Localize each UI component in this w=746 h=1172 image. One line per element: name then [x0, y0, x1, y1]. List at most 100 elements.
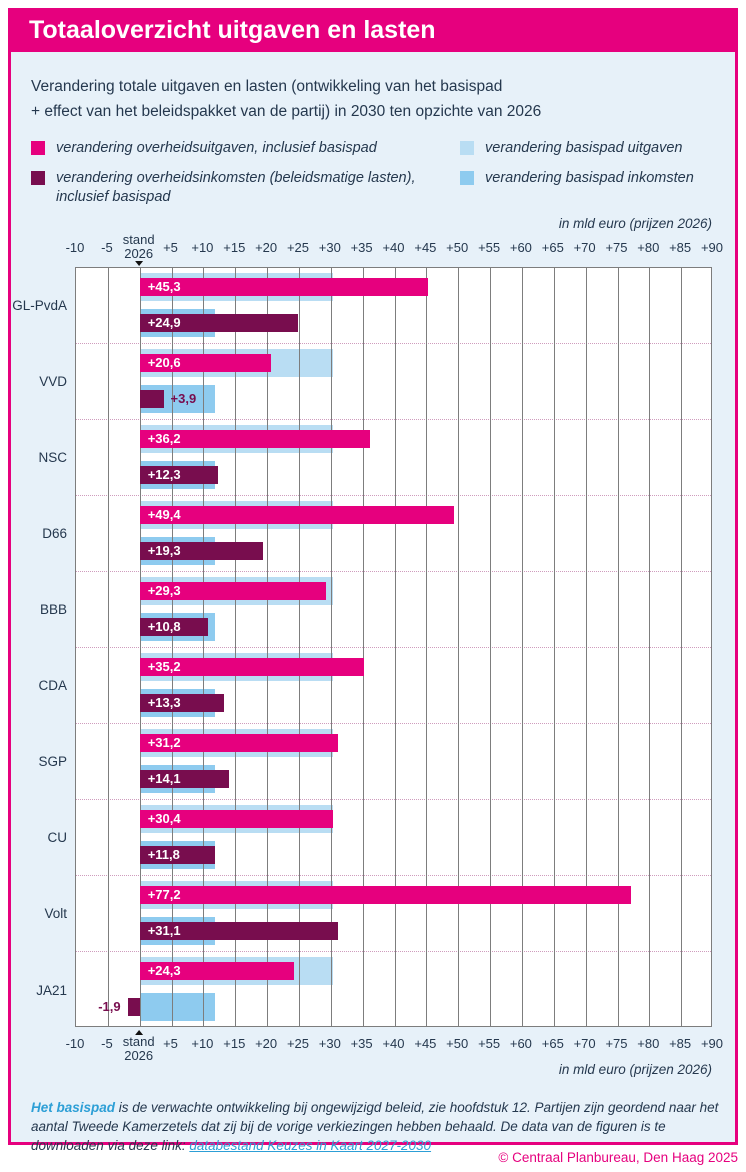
axis-tick-85: +85 — [669, 1036, 692, 1051]
axis-tick-15: +15 — [223, 1036, 246, 1051]
legend-item-0: verandering overheidsuitgaven, inclusief… — [31, 139, 377, 158]
axis-tick-20: +20 — [255, 1036, 278, 1051]
axis-tick-55: +55 — [478, 1036, 501, 1051]
gridline — [107, 268, 109, 1026]
party-label-SGP: SGP — [38, 754, 67, 769]
axis-tick-75: +75 — [605, 240, 628, 255]
unit-label-top: in mld euro (prijzen 2026) — [558, 216, 712, 231]
legend-swatch-icon — [31, 171, 45, 185]
value-label-uitgaven-Volt: +77,2 — [147, 887, 181, 902]
x-axis-bottom: -10 -5 stand 2026 +5 +10 +15 +20 +25 +30 +35 +40 +45… — [66, 1028, 723, 1078]
value-label-inkomsten-CU: +11,8 — [147, 847, 180, 862]
legend-item-1: verandering overheidsinkomsten (beleidsm… — [31, 169, 416, 207]
axis-tick-10: +10 — [191, 240, 214, 255]
axis-tick-55: +55 — [478, 240, 501, 255]
gridline — [426, 268, 428, 1026]
axis-tick-90: +90 — [700, 240, 724, 255]
gridline — [362, 268, 364, 1026]
legend-label: verandering overheidsuitgaven, inclusief… — [56, 140, 377, 156]
gridline — [394, 268, 396, 1026]
axis-tick-45: +45 — [414, 1036, 437, 1051]
bar-inkomsten-CDA — [139, 694, 225, 712]
value-label-inkomsten-SGP: +14,1 — [147, 771, 181, 786]
legend-swatch-icon — [460, 171, 474, 185]
bar-uitgaven-GL-PvdA — [139, 278, 429, 296]
legend-label: verandering overheidsinkomsten (beleidsm… — [56, 170, 416, 205]
gridline — [585, 268, 587, 1026]
axis-tick--5: -5 — [101, 1036, 113, 1051]
party-group-Volt: Volt +77,2 +31,1 — [44, 876, 711, 952]
party-group-CU: CU +30,4 +11,8 — [48, 800, 711, 876]
value-label-inkomsten-D66: +19,3 — [147, 543, 181, 558]
bar-uitgaven-SGP — [139, 734, 339, 752]
chart-subtitle: Verandering totale uitgaven en lasten (o… — [31, 74, 541, 124]
gridline — [490, 268, 492, 1026]
value-label-inkomsten-Volt: +31,1 — [147, 923, 181, 938]
bar-uitgaven-JA21 — [139, 962, 295, 980]
axis-tick-70: +70 — [573, 1036, 596, 1051]
gridline — [299, 268, 300, 1026]
page-title: Totaaloverzicht uitgaven en lasten — [8, 8, 738, 52]
bar-uitgaven-NSC — [139, 430, 371, 448]
bar-inkomsten-BBB — [139, 618, 209, 636]
value-label-uitgaven-BBB: +29,3 — [147, 583, 181, 598]
gridline — [681, 268, 683, 1026]
value-label-uitgaven-CU: +30,4 — [147, 811, 181, 826]
party-label-CU: CU — [47, 830, 68, 845]
value-label-uitgaven-GL-PvdA: +45,3 — [147, 279, 181, 294]
bar-inkomsten-JA21 — [127, 998, 140, 1016]
party-group-CDA: CDA +35,2 +13,3 — [38, 648, 711, 724]
legend-swatch-icon — [460, 141, 474, 155]
party-group-GL-PvdA: GL-PvdA +45,3 +24,9 — [12, 268, 711, 344]
legend-item-2: verandering basispad uitgaven — [460, 139, 683, 158]
gridline — [171, 268, 173, 1026]
party-group-D66: D66 +49,4 +19,3 — [42, 496, 711, 572]
gridline — [521, 268, 523, 1026]
party-label-VVD: VVD — [39, 374, 67, 389]
axis-marker-up-icon — [134, 1030, 143, 1035]
bar-uitgaven-CU — [139, 810, 334, 828]
bar-uitgaven-CDA — [139, 658, 364, 676]
download-data-link[interactable]: databestand Keuzes in Kaart 2027-2030 — [189, 1138, 432, 1153]
axis-tick-25: +25 — [286, 1036, 310, 1051]
axis-tick-70: +70 — [573, 240, 596, 255]
party-label-BBB: BBB — [39, 602, 67, 617]
axis-tick-25: +25 — [286, 240, 310, 255]
axis-tick-40: +40 — [382, 1036, 405, 1051]
value-label-uitgaven-D66: +49,4 — [147, 507, 181, 522]
axis-tick-30: +30 — [318, 240, 341, 255]
legend-item-3: verandering basispad inkomsten — [460, 169, 694, 188]
axis-tick-60: +60 — [509, 240, 532, 255]
footer-text-2: dat zij bij de vorige verkiezingen hebbe… — [31, 1119, 666, 1153]
axis-tick-45: +45 — [414, 240, 437, 255]
gridline — [617, 268, 619, 1026]
gridline — [139, 268, 141, 1026]
axis-tick-90: +90 — [700, 1036, 724, 1051]
value-label-inkomsten-BBB: +10,8 — [147, 619, 181, 634]
bar-inkomsten-CU — [139, 846, 215, 864]
x-axis-top: -10 -5 stand 2026 +5 +10 +15 +20 +25 +30 +35 +40 +45… — [66, 222, 723, 267]
axis-tick-20: +20 — [255, 240, 278, 255]
basispad-bar-inkomsten-JA21 — [139, 993, 215, 1021]
bar-uitgaven-BBB — [139, 582, 327, 600]
bar-inkomsten-Volt — [139, 922, 338, 940]
legend-label: verandering basispad uitgaven — [485, 140, 683, 156]
footer-text-1: is de verwachte ontwikkeling bij ongewij… — [31, 1100, 719, 1134]
value-label-inkomsten-JA21: -1,9 — [98, 999, 121, 1014]
axis-tick-15: +15 — [223, 240, 246, 255]
axis-tick--5: -5 — [101, 240, 113, 255]
plot-area: GL-PvdA +45,3 +24,9 VVD +20,6 +3,9 NSC +36,2 +12… — [12, 267, 712, 1027]
party-label-JA21: JA21 — [36, 982, 67, 998]
bar-inkomsten-VVD — [139, 390, 165, 408]
value-label-uitgaven-JA21: +24,3 — [147, 963, 181, 978]
axis-tick-80: +80 — [637, 240, 660, 255]
party-label-D66: D66 — [42, 526, 67, 541]
value-label-inkomsten-VVD: +3,9 — [170, 391, 197, 406]
value-label-inkomsten-NSC: +12,3 — [147, 467, 181, 482]
value-label-uitgaven-SGP: +31,2 — [147, 735, 181, 750]
bar-inkomsten-NSC — [139, 466, 219, 484]
axis-tick--10: -10 — [65, 240, 85, 255]
legend-swatch-icon — [31, 141, 45, 155]
value-label-inkomsten-CDA: +13,3 — [147, 695, 181, 710]
axis-tick-5: +5 — [163, 240, 178, 255]
